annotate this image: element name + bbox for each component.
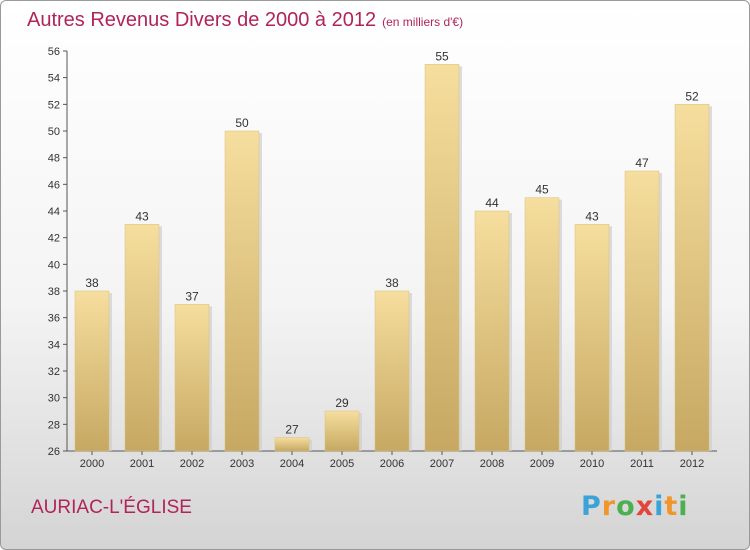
x-tick-label: 2002 — [180, 458, 204, 470]
y-tick-label: 32 — [48, 366, 60, 378]
y-tick-label: 50 — [48, 126, 60, 138]
bar — [274, 437, 310, 452]
y-tick-label: 34 — [48, 339, 60, 351]
x-tick-label: 2003 — [230, 458, 254, 470]
logo-letter: r — [601, 491, 617, 522]
title-unit: (en milliers d'€) — [382, 15, 464, 29]
x-tick-label: 2001 — [130, 458, 154, 470]
x-tick-label: 2004 — [280, 458, 304, 470]
bar — [224, 130, 260, 452]
value-label: 52 — [685, 89, 699, 103]
logo-letter: P — [581, 491, 602, 522]
value-label: 55 — [435, 49, 449, 63]
bar — [124, 224, 160, 452]
y-tick-label: 42 — [48, 233, 60, 245]
y-tick-label: 48 — [48, 153, 60, 165]
value-label: 27 — [285, 423, 299, 437]
value-label: 44 — [485, 196, 499, 210]
chart-title: Autres Revenus Divers de 2000 à 2012 (en … — [27, 9, 463, 32]
value-labels: 38 43 37 50 27 29 38 55 44 45 43 47 52 — [85, 49, 699, 436]
y-tick-label: 36 — [48, 313, 60, 325]
bar — [74, 290, 110, 452]
bar — [624, 170, 660, 452]
x-tick-label: 2010 — [580, 458, 604, 470]
logo-letter: x — [635, 491, 655, 522]
logo-letter: i — [678, 491, 689, 522]
logo-letter: o — [616, 491, 636, 522]
proxiti-logo: Proxiti — [581, 491, 689, 522]
y-tick-label: 38 — [48, 286, 60, 298]
value-label: 45 — [535, 183, 549, 197]
value-label: 43 — [135, 209, 149, 223]
value-label: 38 — [385, 276, 399, 290]
x-tick-label: 2008 — [480, 458, 504, 470]
x-tick-label: 2007 — [430, 458, 454, 470]
x-tick-label: 2009 — [530, 458, 554, 470]
value-label: 50 — [235, 116, 249, 130]
x-tick-label: 2006 — [380, 458, 404, 470]
value-label: 29 — [335, 396, 349, 410]
bar — [674, 104, 710, 452]
value-label: 47 — [635, 156, 649, 170]
y-tick-label: 28 — [48, 419, 60, 431]
x-tick-label: 2012 — [680, 458, 704, 470]
title-text: Autres Revenus Divers de 2000 à 2012 — [27, 9, 377, 31]
y-tick-label: 40 — [48, 259, 60, 271]
y-tick-label: 46 — [48, 179, 60, 191]
bar — [424, 64, 460, 452]
y-tick-label: 56 — [48, 46, 60, 58]
bar — [174, 304, 210, 452]
logo-letter: t — [664, 491, 679, 522]
y-tick-label: 44 — [48, 206, 60, 218]
y-tick-label: 54 — [48, 73, 60, 85]
bar — [324, 410, 360, 452]
y-tick-label: 26 — [48, 446, 60, 458]
logo-letter: i — [654, 491, 665, 522]
x-tick-label: 2000 — [80, 458, 104, 470]
place-name: AURIAC-L'ÉGLISE — [31, 497, 192, 518]
value-label: 38 — [85, 276, 99, 290]
value-label: 43 — [585, 209, 599, 223]
bar — [524, 197, 560, 452]
x-tick-label: 2005 — [330, 458, 354, 470]
bar — [574, 224, 610, 452]
bars — [74, 64, 712, 452]
value-label: 37 — [185, 289, 199, 303]
y-tick-label: 30 — [48, 393, 60, 405]
y-tick-label: 52 — [48, 99, 60, 111]
bar — [374, 290, 410, 452]
x-tick-label: 2011 — [630, 458, 654, 470]
bar — [474, 210, 510, 452]
